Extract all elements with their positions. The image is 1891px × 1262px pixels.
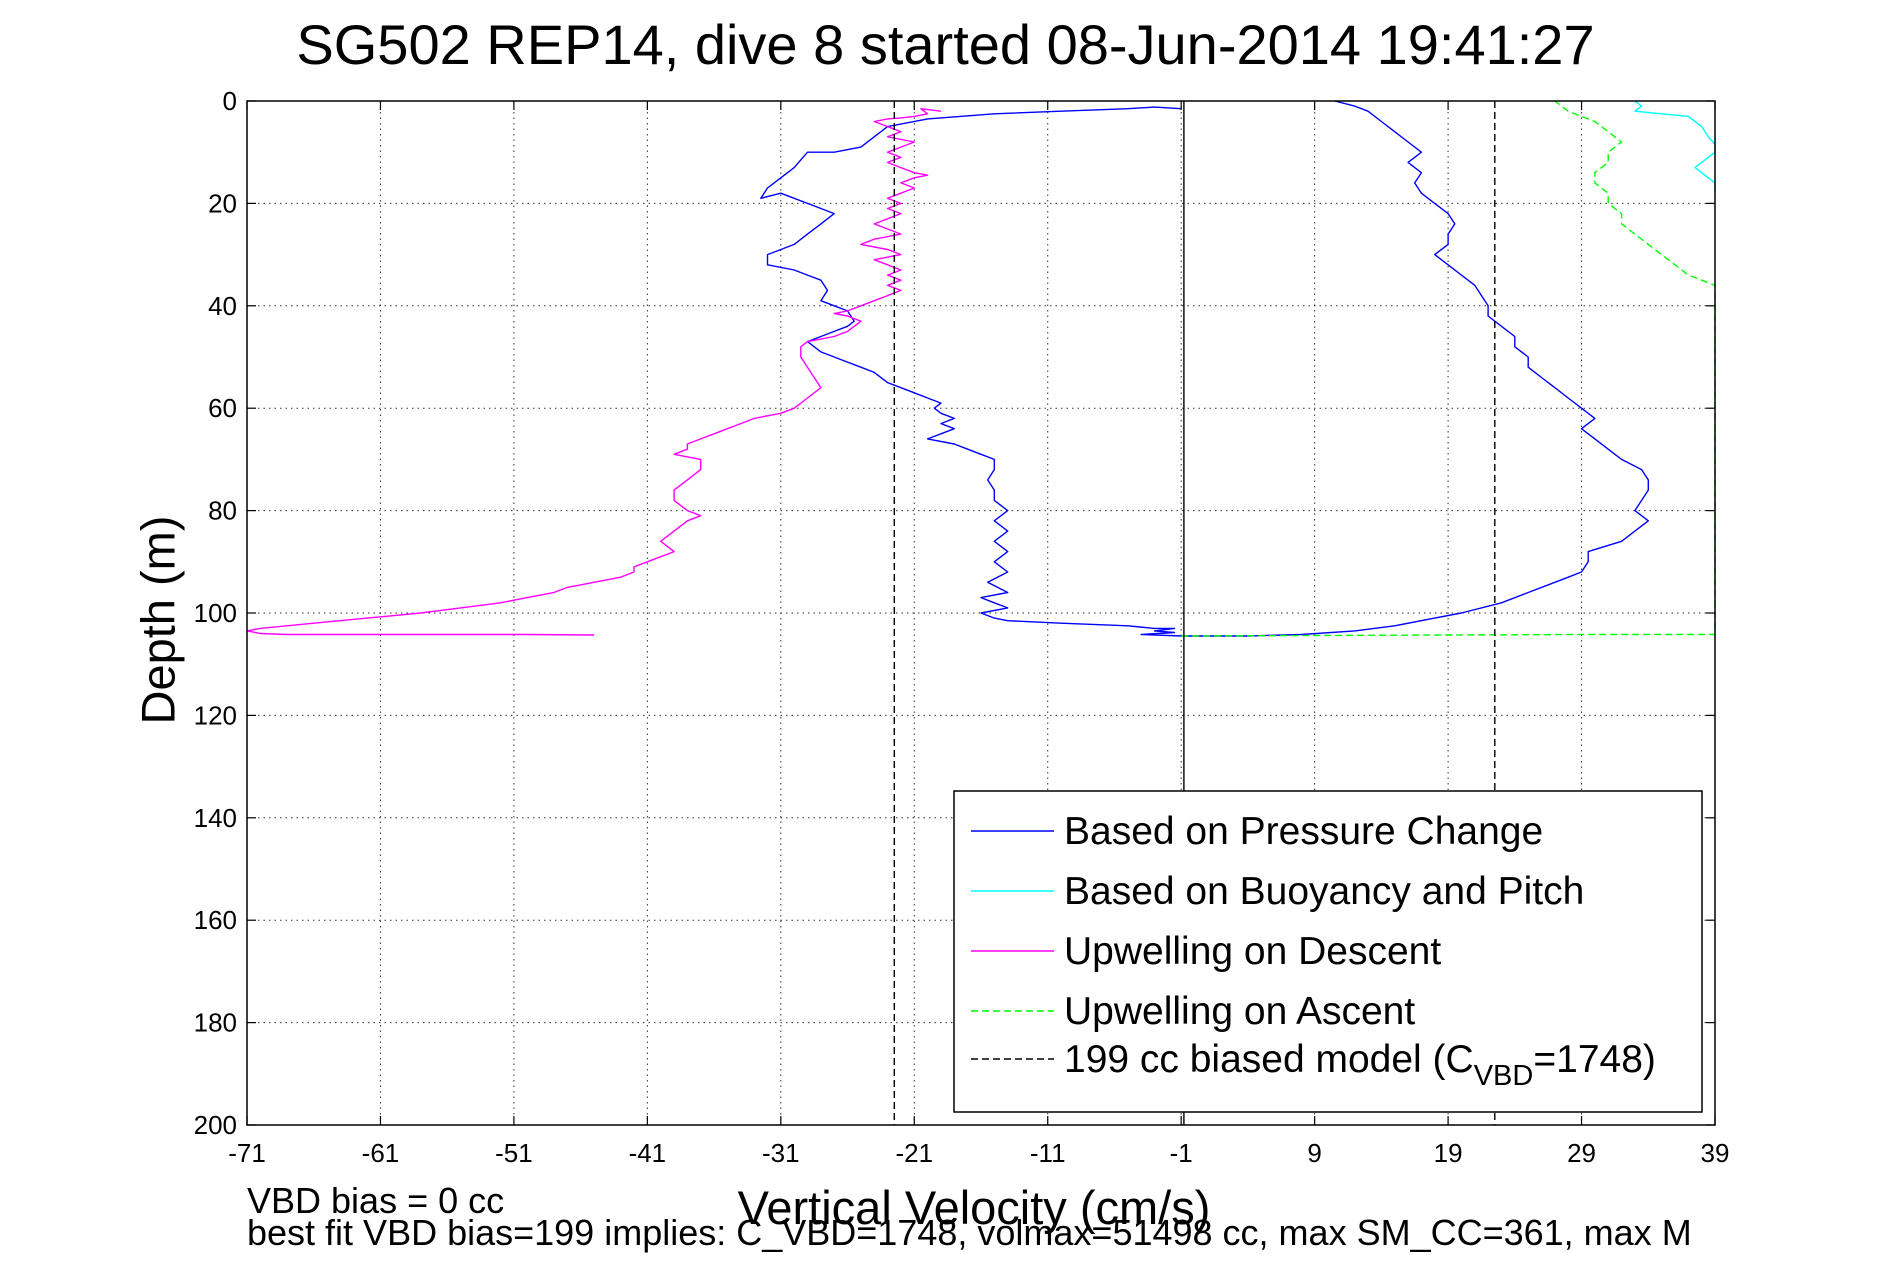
y-tick-label: 140 <box>194 803 237 833</box>
y-tick-label: 100 <box>194 598 237 628</box>
x-tick-label: -41 <box>629 1138 667 1168</box>
chart-title: SG502 REP14, dive 8 started 08-Jun-2014 … <box>296 13 1595 76</box>
y-axis-label: Depth (m) <box>131 515 185 725</box>
vbd-bias-note: VBD bias = 0 cc <box>247 1180 505 1221</box>
y-tick-label: 120 <box>194 700 237 730</box>
x-tick-label: -61 <box>362 1138 400 1168</box>
y-tick-label: 180 <box>194 1008 237 1038</box>
x-tick-label: -51 <box>495 1138 533 1168</box>
ticks-layer: -71 -61 -51 -41 -31 -21 -11 -1 9 19 29 39 0 20 40 60 80 1… <box>194 86 1730 1168</box>
best-fit-note: best fit VBD bias=199 implies: C_VBD=174… <box>247 1212 1692 1253</box>
y-tick-label: 40 <box>208 291 237 321</box>
x-tick-label: -31 <box>762 1138 800 1168</box>
y-tick-label: 20 <box>208 188 237 218</box>
x-tick-label: 39 <box>1701 1138 1730 1168</box>
legend-box: Based on Pressure Change Based on Buoyanc… <box>953 790 1703 1113</box>
y-tick-label: 200 <box>194 1110 237 1140</box>
legend-frame <box>953 790 1703 1113</box>
legend-label: Based on Pressure Change <box>1064 810 1543 853</box>
x-axis-label: Vertical Velocity (cm/s) <box>737 1181 1211 1234</box>
legend-label: Upwelling on Ascent <box>1064 990 1415 1033</box>
x-tick-label: -71 <box>228 1138 266 1168</box>
y-tick-label: 0 <box>223 86 237 116</box>
series-line-upwelling-on-ascent <box>1181 100 1716 637</box>
y-tick-label: 160 <box>194 905 237 935</box>
legend-label: Based on Buoyancy and Pitch <box>1064 870 1584 913</box>
series-line-based-on-pressure-change <box>760 100 1650 637</box>
y-tick-label: 60 <box>208 393 237 423</box>
y-tick-label: 80 <box>208 496 237 526</box>
legend-label: 199 cc biased model (CVBD=1748) <box>1064 1038 1656 1092</box>
x-tick-label: 19 <box>1434 1138 1463 1168</box>
legend-label: Upwelling on Descent <box>1064 930 1441 973</box>
x-tick-label: -11 <box>1030 1138 1066 1168</box>
series-line-upwelling-on-descent <box>246 107 942 636</box>
series-line-based-on-buoyancy-and-pitch <box>1634 100 1716 191</box>
x-tick-label: 9 <box>1307 1138 1321 1168</box>
x-tick-label: -1 <box>1170 1138 1193 1168</box>
x-tick-label: 29 <box>1567 1138 1596 1168</box>
x-tick-label: -21 <box>895 1138 933 1168</box>
